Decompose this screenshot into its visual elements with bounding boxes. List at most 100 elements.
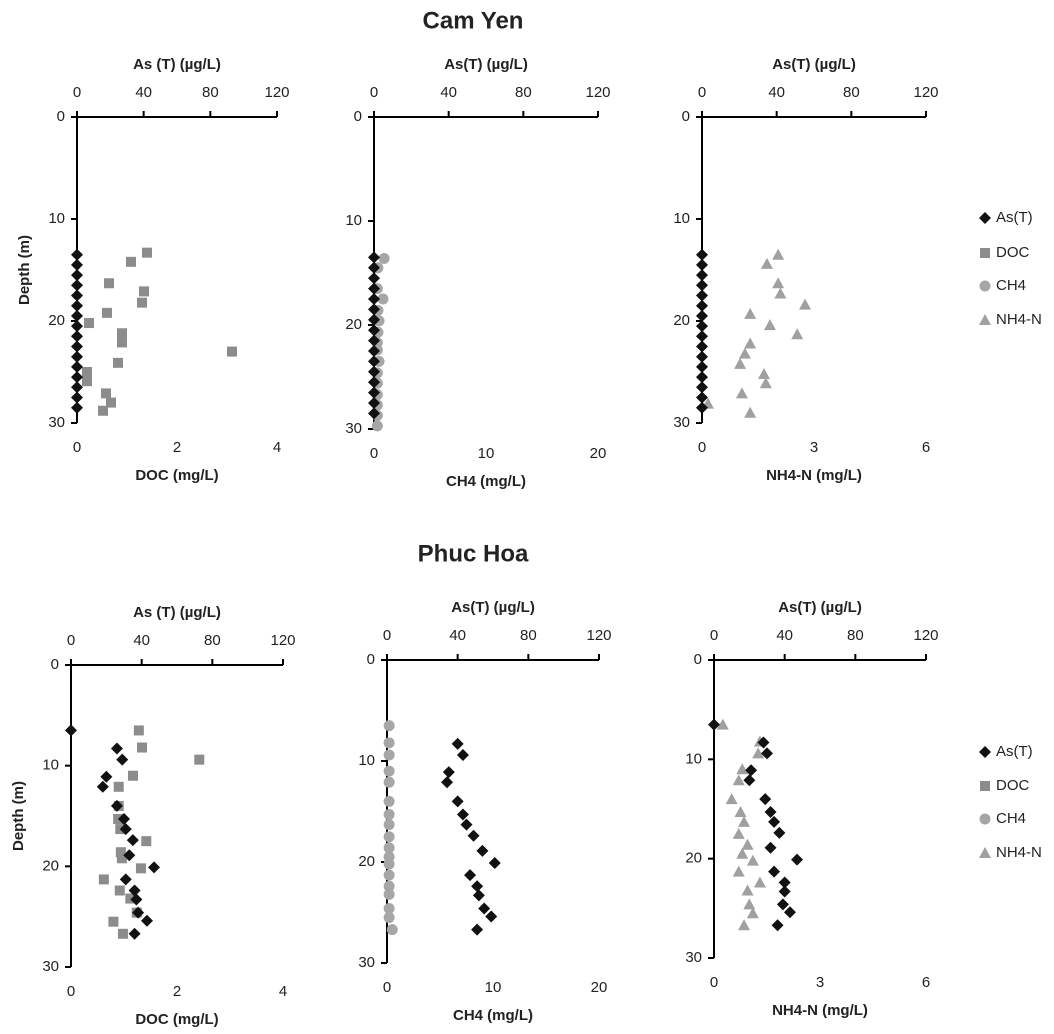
x-axis-title: DOC (mg/L) [135, 1011, 218, 1028]
data-point [71, 258, 83, 271]
data-point [383, 795, 395, 807]
data-point [71, 401, 83, 414]
data-point [383, 831, 395, 843]
data-point [71, 371, 83, 384]
x-axis-title: CH4 (mg/L) [446, 473, 526, 490]
y-tick-label: 10 [673, 210, 690, 227]
data-point [736, 763, 749, 775]
y-tick-label: 20 [42, 857, 59, 874]
x-tick-label: 4 [279, 983, 287, 1000]
data-point [383, 809, 395, 821]
data-point [696, 279, 708, 292]
data-point [194, 754, 205, 765]
x2-tick-label: 80 [847, 627, 864, 644]
data-point [368, 261, 380, 274]
data-point [115, 847, 126, 858]
data-point [725, 793, 738, 805]
legend-label: As(T) [996, 209, 1033, 226]
data-point [696, 360, 708, 373]
y-tick-label: 10 [345, 212, 362, 229]
x2-axis-title: As (T) (µg/L) [133, 56, 221, 73]
y-tick-label: 30 [42, 958, 59, 975]
data-point [368, 293, 380, 305]
data-point [738, 919, 751, 931]
legend-label: DOC [996, 244, 1030, 261]
legend-label: CH4 [996, 277, 1026, 294]
x-axis-title: NH4-N (mg/L) [766, 467, 862, 484]
data-point [771, 919, 784, 932]
y-tick-label: 30 [358, 954, 375, 971]
data-point [378, 252, 390, 264]
data-point [104, 278, 114, 289]
data-point [696, 299, 708, 312]
data-point [116, 853, 127, 864]
x2-tick-label: 0 [370, 84, 378, 101]
y-tick-label: 10 [358, 752, 375, 769]
legend-marker [979, 847, 991, 858]
data-point [485, 910, 498, 923]
data-point [116, 753, 129, 766]
data-point [773, 826, 786, 839]
data-point [383, 888, 395, 900]
data-point [140, 914, 153, 927]
data-point [110, 742, 123, 755]
data-point [102, 307, 112, 318]
data-point [368, 397, 380, 409]
data-point [148, 861, 161, 874]
legend-marker [979, 212, 991, 224]
data-point [383, 858, 395, 870]
data-point [476, 844, 489, 857]
data-point [368, 355, 380, 368]
data-point [456, 748, 469, 761]
data-point [82, 367, 92, 377]
data-point [696, 401, 708, 414]
legend-marker [979, 746, 991, 758]
data-point [772, 277, 785, 289]
data-point [137, 742, 148, 753]
y-tick-label: 0 [367, 651, 375, 668]
data-point [386, 924, 398, 936]
data-point [71, 279, 83, 292]
data-point [368, 376, 380, 389]
data-point [368, 251, 380, 264]
data-point [746, 907, 759, 919]
x2-tick-label: 120 [585, 84, 610, 101]
x2-tick-label: 0 [67, 632, 75, 649]
y-tick-label: 0 [51, 656, 59, 673]
data-point [71, 330, 83, 343]
data-point [368, 324, 380, 337]
data-point [128, 927, 141, 940]
x-tick-label: 0 [710, 974, 718, 991]
data-point [764, 841, 777, 854]
data-point [783, 906, 796, 919]
x2-tick-label: 120 [913, 627, 938, 644]
data-point [128, 770, 139, 781]
x2-tick-label: 40 [449, 627, 466, 644]
data-point [736, 847, 749, 859]
legend-marker [979, 314, 991, 325]
data-point [133, 725, 144, 736]
data-point [383, 880, 395, 892]
data-point [716, 718, 729, 730]
data-point [141, 836, 152, 847]
data-point [753, 876, 766, 888]
data-point [98, 405, 108, 416]
y-tick-label: 0 [354, 108, 362, 125]
data-point [71, 299, 83, 312]
data-point [791, 328, 804, 340]
x-tick-label: 10 [478, 445, 495, 462]
data-point [732, 774, 745, 786]
data-point [441, 776, 454, 789]
data-point [126, 256, 136, 267]
x-tick-label: 2 [173, 439, 181, 456]
row-title: Cam Yen [423, 7, 524, 34]
y-tick-label: 10 [685, 750, 702, 767]
data-point [383, 902, 395, 914]
x2-tick-label: 120 [264, 84, 289, 101]
x-axis-title: NH4-N (mg/L) [772, 1002, 868, 1019]
data-point [451, 795, 464, 808]
x-tick-label: 20 [590, 445, 607, 462]
data-point [478, 902, 491, 915]
data-point [383, 737, 395, 749]
data-point [696, 258, 708, 271]
